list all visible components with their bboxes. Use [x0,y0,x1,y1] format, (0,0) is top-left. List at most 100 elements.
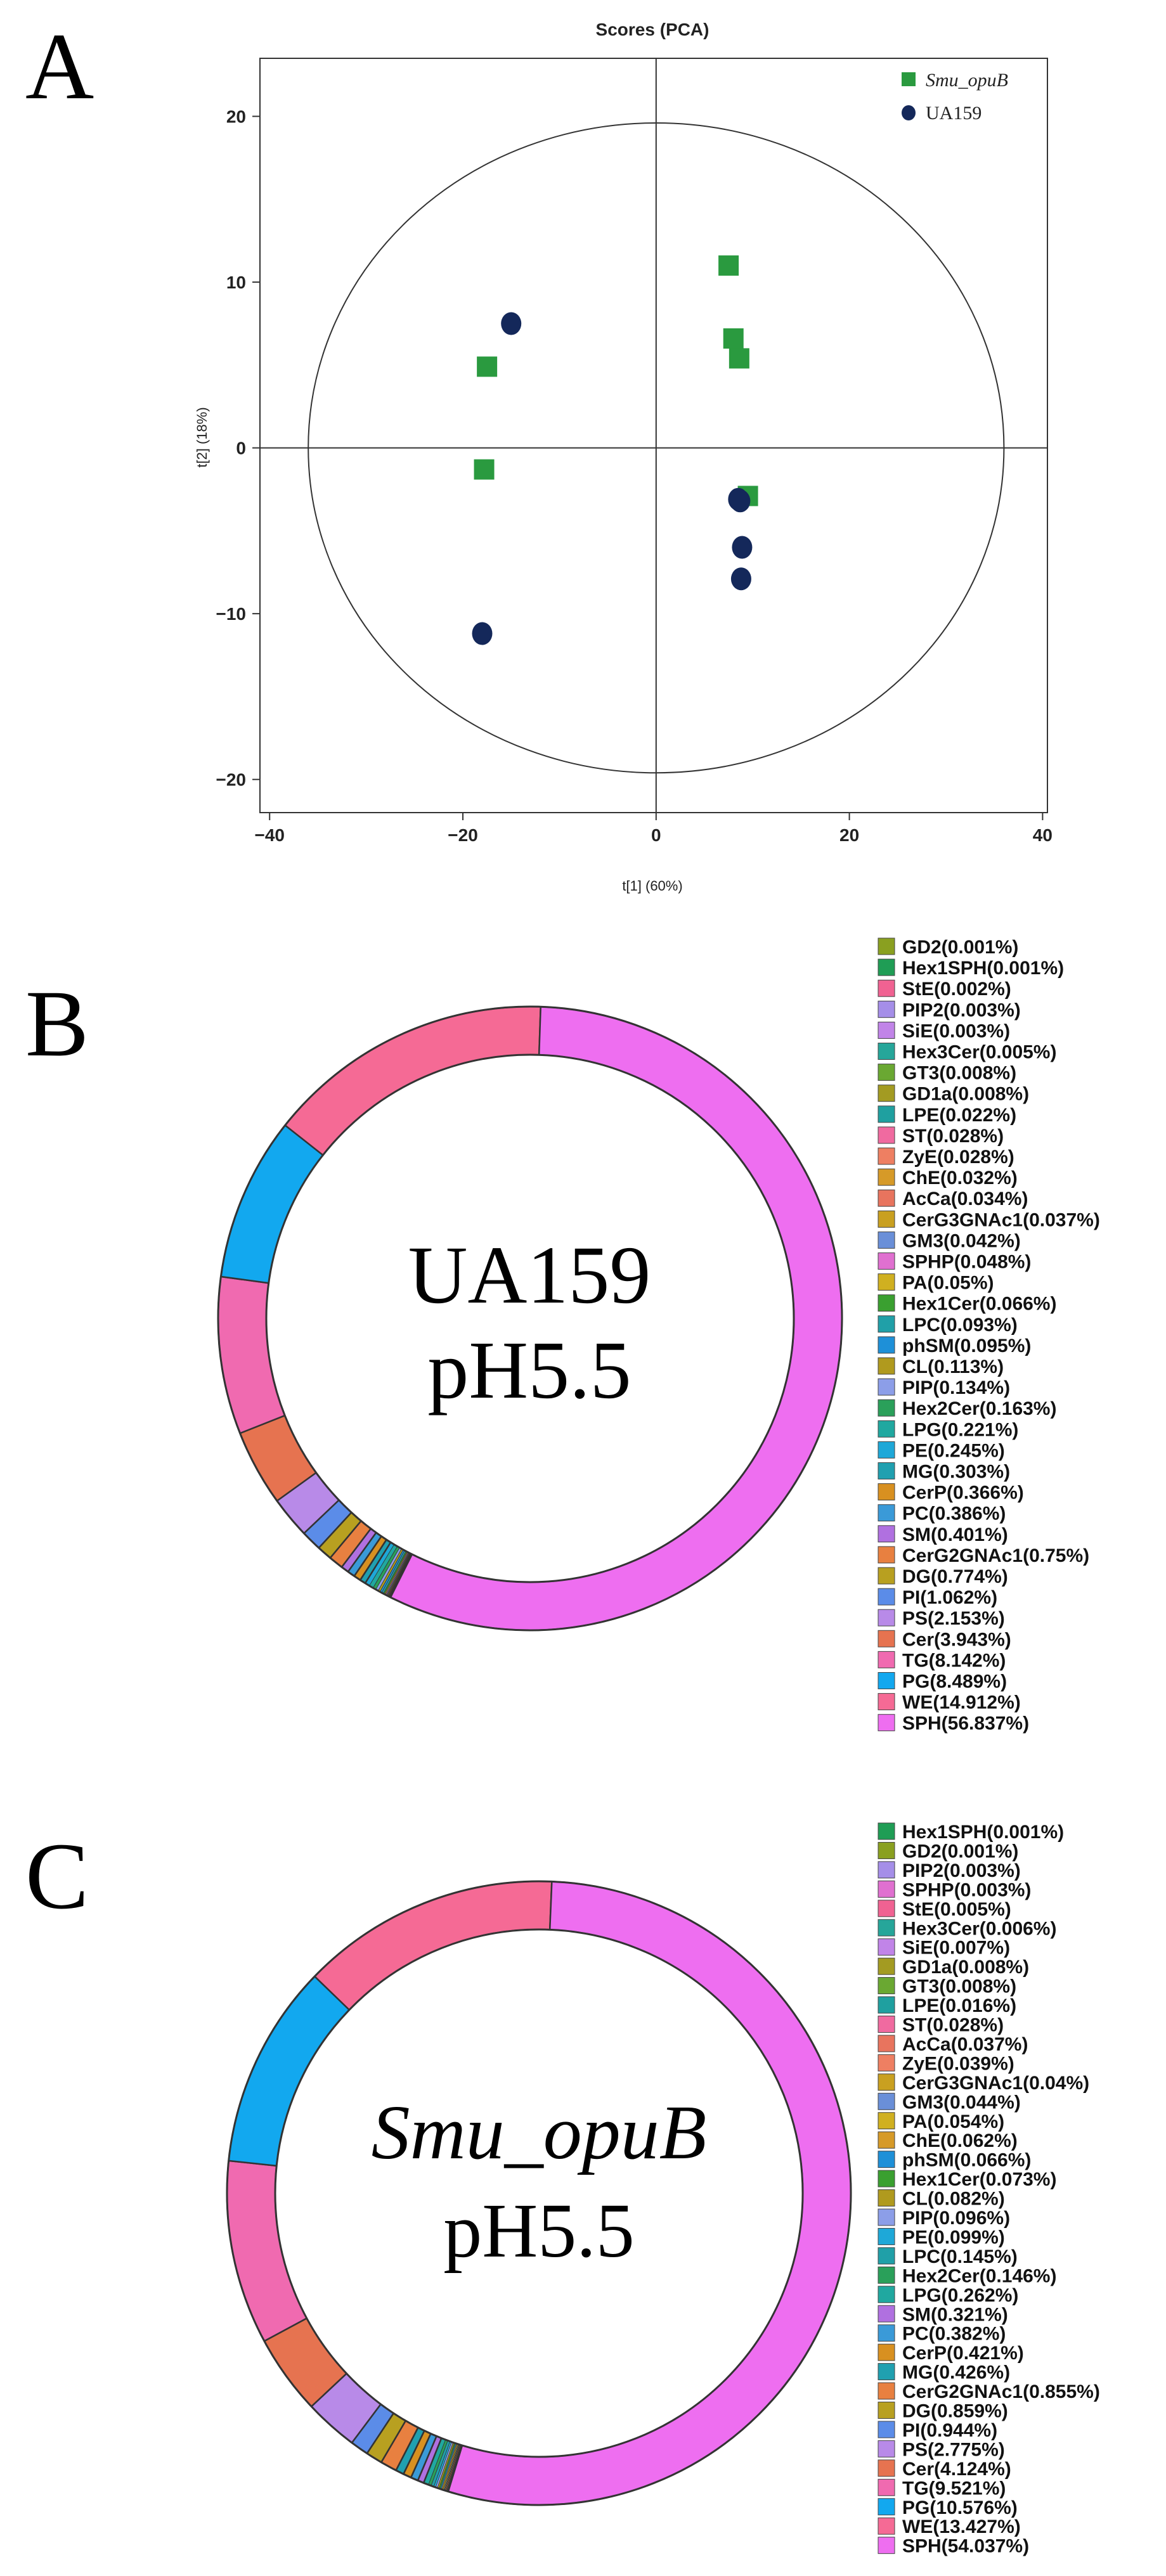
legend-swatch [878,1210,895,1228]
legend-swatch [878,1105,895,1123]
legend-label: SM(0.321%) [902,2304,1008,2325]
legend-label: Hex1Cer(0.073%) [902,2169,1056,2190]
legend-label: SPH(56.837%) [902,1713,1029,1734]
legend-label: CerG3GNAc1(0.037%) [902,1209,1100,1230]
legend-label: PIP(0.134%) [902,1377,1010,1398]
legend-label: PA(0.05%) [902,1273,994,1294]
legend-label: ST(0.028%) [902,1126,1004,1147]
legend-label: StE(0.005%) [902,1899,1011,1920]
legend-label: Cer(3.943%) [902,1629,1011,1650]
legend-label: PS(2.153%) [902,1608,1005,1629]
legend-label: PIP2(0.003%) [902,1000,1021,1021]
donut-outer-ring [226,1880,852,2506]
legend-swatch [878,1693,895,1711]
legend-label: TG(8.142%) [902,1650,1006,1671]
x-tick-label: 40 [1033,825,1053,845]
legend-label: ZyE(0.028%) [902,1147,1014,1168]
y-tick-label: 20 [226,107,246,127]
data-point-ua159 [732,536,753,559]
legend-swatch [878,1546,895,1564]
legend-label: StE(0.002%) [902,979,1011,1000]
legend-swatch [878,1273,895,1291]
legend-swatch [878,1441,895,1459]
donut-center-title: UA159 [408,1230,651,1321]
x-tick-label: 0 [651,825,661,845]
legend-swatch [878,2266,895,2284]
legend-label: CerG3GNAc1(0.04%) [902,2073,1089,2094]
legend-swatch [878,1919,895,1936]
legend-label: ChE(0.032%) [902,1168,1018,1188]
legend-swatch [878,1189,895,1207]
legend-label: SPH(54.037%) [902,2536,1029,2557]
legend-swatch [878,1630,895,1647]
donut-slices [217,1005,843,1632]
legend-label: Cer(4.124%) [902,2459,1011,2480]
legend-swatch [878,1399,895,1417]
legend-swatch [878,2517,895,2535]
chart-title: Scores (PCA) [596,20,709,39]
legend-swatch [878,1861,895,1879]
legend-swatch [878,1996,895,2014]
legend-label: SM(0.401%) [902,1524,1008,1545]
legend-swatch [878,2151,895,2168]
legend-swatch [878,1651,895,1668]
legend-swatch [878,1880,895,1898]
donut-slices [226,1880,852,2506]
legend-label: TG(9.521%) [902,2478,1006,2499]
y-tick-label: 10 [226,273,246,292]
legend-label: Hex1Cer(0.066%) [902,1294,1056,1315]
data-point-ua159 [472,622,493,645]
legend: Smu_opuB UA159 [902,70,1008,124]
legend-label: GM3(0.042%) [902,1230,1021,1251]
legend-label: GD2(0.001%) [902,937,1018,958]
legend-label: SPHP(0.048%) [902,1252,1031,1273]
legend-label: GD1a(0.008%) [902,1084,1029,1105]
legend-label: CerP(0.366%) [902,1483,1024,1504]
data-point-smu-opub [477,356,498,377]
legend-label: PA(0.054%) [902,2111,1004,2132]
legend-label: ST(0.028%) [902,2015,1004,2036]
legend-swatch [878,1021,895,1039]
legend-label: PC(0.382%) [902,2324,1006,2345]
legend-label: phSM(0.095%) [902,1336,1031,1356]
confidence-ellipse [308,122,1005,774]
legend-swatch [878,2305,895,2322]
legend-label: CL(0.082%) [902,2189,1005,2210]
legend-swatch [878,1378,895,1396]
legend-swatch [878,1841,895,1859]
legend-label: UA159 [926,103,981,124]
legend-swatch [878,1126,895,1144]
legend-label: Hex2Cer(0.163%) [902,1398,1056,1419]
legend-swatch [878,2073,895,2091]
legend-label: SiE(0.007%) [902,1938,1010,1959]
legend-label: MG(0.303%) [902,1462,1010,1483]
legend-label: PIP(0.096%) [902,2208,1010,2229]
legend-label: DG(0.859%) [902,2401,1008,2422]
panel-letter-c: C [25,1824,89,1929]
legend-swatch [878,1294,895,1312]
legend-swatch [878,2035,895,2052]
x-tick-label: −20 [448,825,478,845]
legend-label: CerG2GNAc1(0.855%) [902,2381,1100,2402]
donut-center-subtitle: pH5.5 [427,1325,631,1416]
x-tick-label: 20 [839,825,859,845]
legend-label: Hex1SPH(0.001%) [902,1822,1064,1843]
legend-swatch [878,2016,895,2033]
data-point-ua159 [501,312,522,335]
legend-label: LPG(0.262%) [902,2285,1018,2306]
legend-swatch [878,1957,895,1975]
legend-swatch [878,2092,895,2110]
y-tick-label: −20 [216,770,247,790]
donut-chart-ua159: GD2(0.001%)Hex1SPH(0.001%)StE(0.002%)PIP… [217,937,1100,1734]
legend-swatch [878,1336,895,1354]
legend-swatch [878,2382,895,2400]
legend-swatch [878,2189,895,2207]
legend-label: AcCa(0.037%) [902,2034,1028,2055]
legend-label: ChE(0.062%) [902,2130,1018,2151]
legend-label: PI(0.944%) [902,2420,997,2441]
legend-swatch [878,2247,895,2265]
legend-marker [902,72,916,86]
legend-swatch [878,1253,895,1270]
legend-label: GD2(0.001%) [902,1841,1018,1862]
